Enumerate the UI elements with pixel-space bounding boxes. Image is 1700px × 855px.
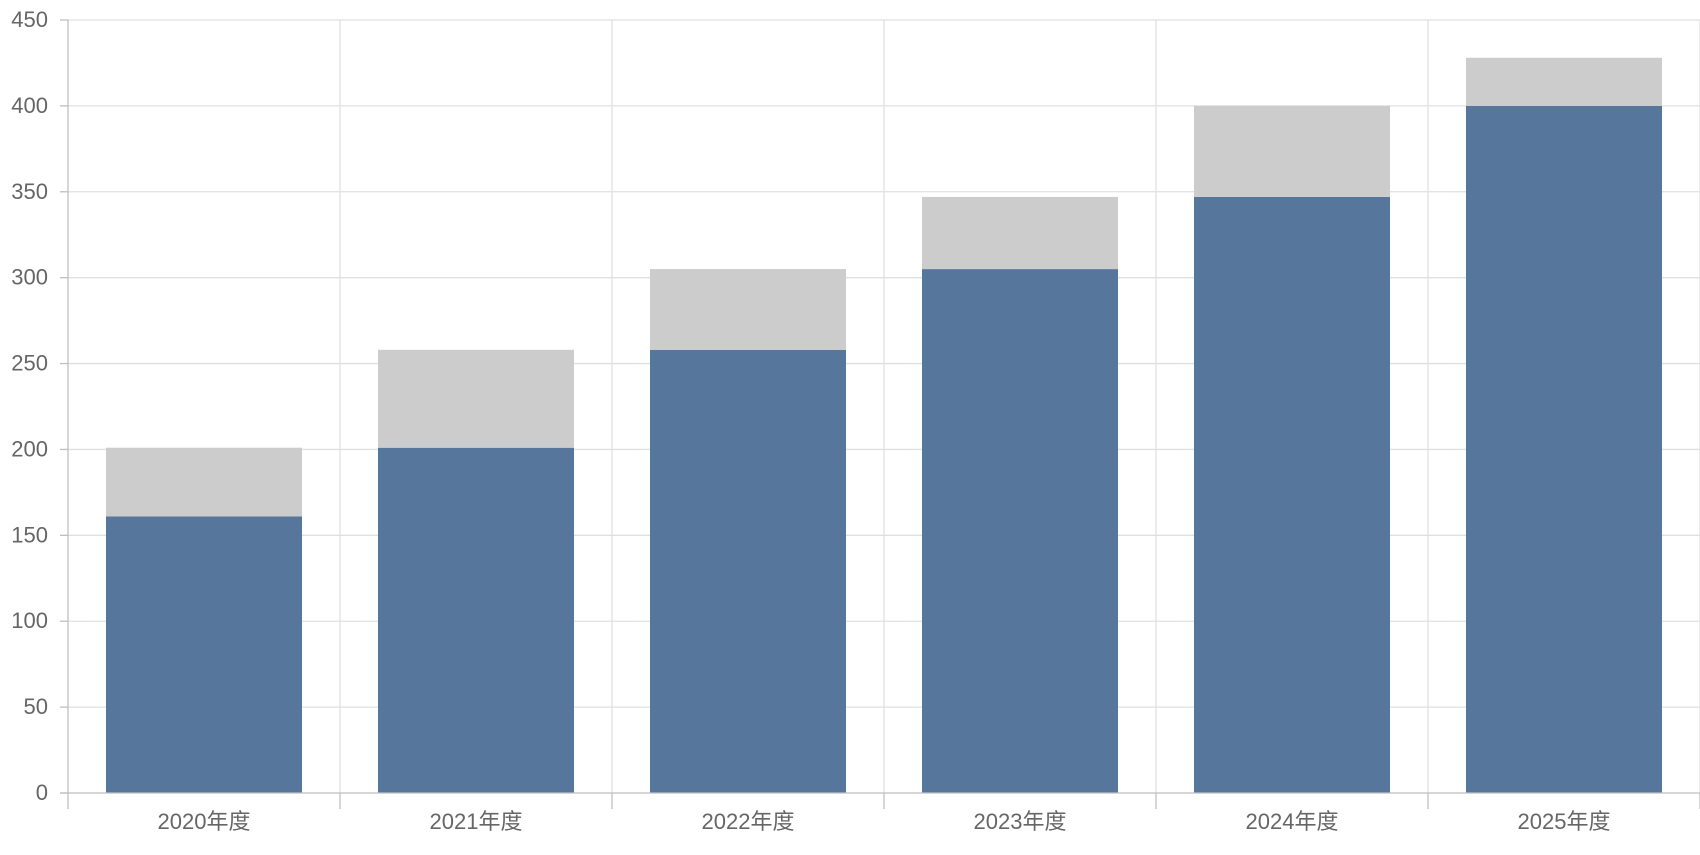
axes <box>60 19 1700 809</box>
grid-lines <box>68 19 1700 793</box>
bar-series-2-2023年度 <box>922 196 1118 270</box>
y-tick-label: 100 <box>11 608 48 633</box>
x-tick-label: 2025年度 <box>1518 809 1611 834</box>
y-tick-label: 450 <box>11 7 48 32</box>
x-tick-label: 2022年度 <box>702 809 795 834</box>
bar-series-2-2022年度 <box>650 269 846 350</box>
x-tick-label: 2024年度 <box>1246 809 1339 834</box>
y-tick-label: 250 <box>11 351 48 376</box>
bar-series-1-2025年度 <box>1466 105 1662 793</box>
bars <box>106 57 1662 794</box>
y-tick-label: 200 <box>11 436 48 461</box>
x-tick-label: 2021年度 <box>430 809 523 834</box>
y-tick-label: 350 <box>11 179 48 204</box>
bar-series-1-2023年度 <box>922 269 1118 794</box>
y-tick-label: 400 <box>11 93 48 118</box>
x-tick-label: 2023年度 <box>974 809 1067 834</box>
bar-series-1-2024年度 <box>1194 196 1390 794</box>
y-tick-label: 0 <box>36 780 48 805</box>
bar-series-1-2021年度 <box>378 447 574 793</box>
bar-series-2-2025年度 <box>1466 57 1662 106</box>
bar-series-2-2021年度 <box>378 349 574 448</box>
y-tick-label: 150 <box>11 522 48 547</box>
bar-series-2-2020年度 <box>106 447 302 517</box>
y-tick-label: 300 <box>11 265 48 290</box>
tick-labels: 0 50 100 150 200 250 300 350 400 450 2020年度 2021年度 2… <box>11 7 1610 834</box>
bar-series-2-2024年度 <box>1194 105 1390 197</box>
y-tick-label: 50 <box>24 694 48 719</box>
bar-series-1-2022年度 <box>650 349 846 793</box>
x-tick-label: 2020年度 <box>158 809 251 834</box>
bar-series-1-2020年度 <box>106 516 302 793</box>
